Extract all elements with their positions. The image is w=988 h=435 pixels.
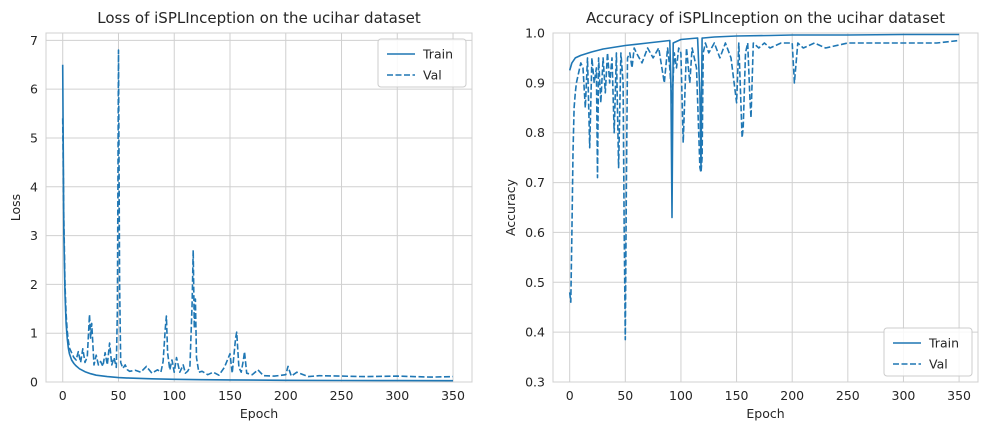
x-tick-label: 300 bbox=[892, 388, 916, 403]
y-tick-label: 5 bbox=[30, 130, 38, 145]
legend-label-train: Train bbox=[422, 47, 453, 62]
legend: Train Val bbox=[377, 38, 467, 88]
legend-label-val: Val bbox=[929, 357, 948, 372]
x-tick-label: 350 bbox=[441, 388, 465, 403]
y-tick-label: 1.0 bbox=[525, 26, 545, 41]
x-tick-label: 50 bbox=[111, 388, 127, 403]
x-tick-label: 150 bbox=[218, 388, 242, 403]
y-tick-label: 2 bbox=[30, 277, 38, 292]
x-tick-label: 100 bbox=[162, 388, 186, 403]
accuracy-chart: 0 50 100 150 200 250 300 350 0.3 0.4 0.5 0.6 0.7 0.8 0… bbox=[503, 9, 979, 421]
x-tick-label: 200 bbox=[780, 388, 804, 403]
x-tick-label: 250 bbox=[330, 388, 354, 403]
x-tick-label: 100 bbox=[669, 388, 693, 403]
x-tick-label: 0 bbox=[59, 388, 67, 403]
plot-frame bbox=[45, 32, 473, 383]
x-tick-label: 250 bbox=[836, 388, 860, 403]
y-tick-label: 3 bbox=[30, 228, 38, 243]
x-axis-label: Epoch bbox=[746, 406, 784, 421]
y-tick-label: 0.3 bbox=[525, 375, 545, 390]
y-tick-label: 7 bbox=[30, 33, 38, 48]
x-tick-label: 50 bbox=[617, 388, 633, 403]
y-tick-label: 6 bbox=[30, 82, 38, 97]
chart-title: Loss of iSPLInception on the ucihar data… bbox=[97, 9, 421, 27]
y-tick-label: 0.4 bbox=[525, 325, 545, 340]
y-axis-label: Accuracy bbox=[503, 178, 518, 236]
y-tick-label: 0.5 bbox=[525, 275, 545, 290]
y-tick-label: 0.7 bbox=[525, 175, 545, 190]
series-line-val bbox=[61, 49, 454, 378]
x-tick-label: 350 bbox=[947, 388, 971, 403]
loss-chart: 0 50 100 150 200 250 300 350 0 1 2 3 4 5 6 7 Loss of iSP… bbox=[8, 9, 473, 421]
series-line-train bbox=[568, 33, 960, 219]
series-line-val bbox=[568, 39, 960, 341]
legend: Train Val bbox=[883, 327, 973, 377]
x-tick-label: 150 bbox=[725, 388, 749, 403]
y-axis-label: Loss bbox=[8, 194, 23, 221]
x-axis-label: Epoch bbox=[240, 406, 278, 421]
chart-title: Accuracy of iSPLInception on the ucihar … bbox=[586, 9, 945, 27]
y-tick-label: 0.8 bbox=[525, 125, 545, 140]
legend-label-val: Val bbox=[423, 68, 442, 83]
y-tick-label: 4 bbox=[30, 179, 38, 194]
x-tick-label: 0 bbox=[566, 388, 574, 403]
y-tick-label: 0.9 bbox=[525, 75, 545, 90]
x-tick-label: 200 bbox=[274, 388, 298, 403]
plot-frame bbox=[552, 32, 979, 383]
x-tick-label: 300 bbox=[385, 388, 409, 403]
series-line-train bbox=[61, 64, 454, 382]
y-tick-label: 0.6 bbox=[525, 225, 545, 240]
legend-label-train: Train bbox=[928, 336, 959, 351]
y-tick-label: 0 bbox=[30, 375, 38, 390]
y-tick-label: 1 bbox=[30, 326, 38, 341]
